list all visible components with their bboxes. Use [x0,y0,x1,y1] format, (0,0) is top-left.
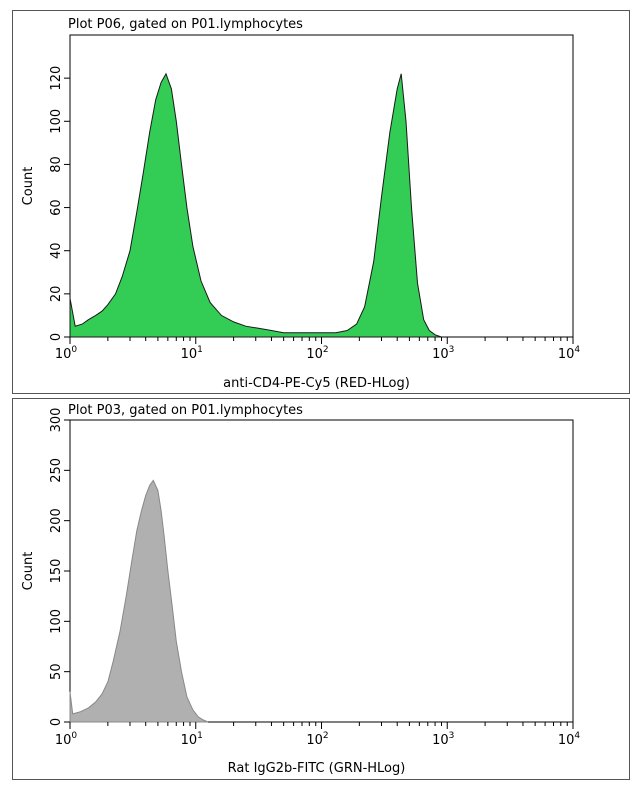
y-tick-label: 300 [49,408,64,433]
y-tick-label: 50 [49,663,64,680]
x-tick-exponent: 1 [197,731,203,741]
x-tick-base: 10 [432,347,449,362]
y-tick-label: 200 [49,508,64,533]
y-tick-label: 250 [49,458,64,483]
y-tick-label: 0 [49,718,64,726]
x-tick-exponent: 4 [574,345,580,355]
x-tick-label: 103 [432,345,454,362]
x-tick-exponent: 3 [449,731,455,741]
y-tick-label: 60 [49,199,64,216]
y-axis-label: Count [21,167,36,206]
x-tick-base: 10 [181,347,198,362]
chart-title: Plot P06, gated on P01.lymphocytes [68,17,303,32]
x-tick-label: 103 [432,731,454,748]
y-tick-label: 100 [49,609,64,634]
x-tick-exponent: 4 [574,731,580,741]
x-tick-base: 10 [55,347,72,362]
x-axis-label: anti-CD4-PE-Cy5 (RED-HLog) [223,376,410,391]
x-tick-label: 104 [558,345,581,362]
y-tick-label: 120 [49,66,64,91]
x-tick-label: 102 [306,731,328,748]
x-tick-exponent: 1 [197,345,203,355]
y-tick-label: 100 [49,109,64,134]
x-tick-exponent: 2 [323,345,329,355]
x-tick-base: 10 [558,733,575,748]
x-tick-label: 101 [181,345,203,362]
x-tick-exponent: 0 [71,345,77,355]
x-tick-base: 10 [181,733,198,748]
x-tick-label: 102 [306,345,328,362]
y-tick-label: 0 [49,333,64,341]
y-tick-label: 20 [49,286,64,303]
y-tick-label: 40 [49,242,64,259]
y-tick-label: 80 [49,156,64,173]
histogram-series [69,72,442,338]
x-tick-base: 10 [558,347,575,362]
chart-title: Plot P03, gated on P01.lymphocytes [68,403,303,418]
x-tick-exponent: 2 [323,731,329,741]
x-tick-exponent: 0 [71,731,77,741]
x-tick-label: 100 [55,345,78,362]
x-tick-base: 10 [306,733,323,748]
x-tick-label: 100 [55,731,78,748]
x-tick-base: 10 [432,733,449,748]
x-tick-base: 10 [55,733,72,748]
x-tick-label: 101 [181,731,203,748]
x-tick-exponent: 3 [449,345,455,355]
x-tick-label: 104 [558,731,581,748]
y-tick-label: 150 [49,559,64,584]
histogram-series [69,479,209,723]
y-axis-label: Count [21,552,36,591]
x-axis-label: Rat IgG2b-FITC (GRN-HLog) [228,761,406,776]
x-tick-base: 10 [306,347,323,362]
